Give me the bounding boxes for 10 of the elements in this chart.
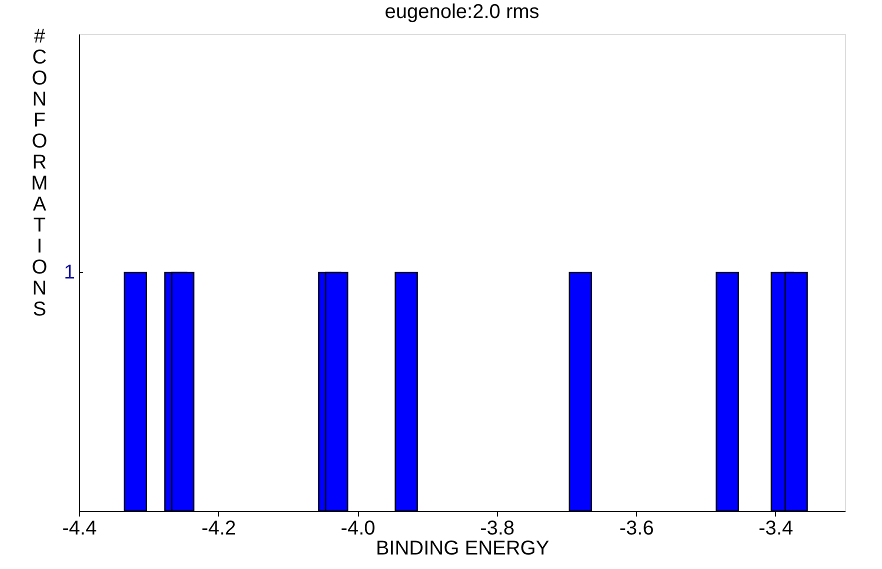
x-tick-label: -4.4: [62, 518, 97, 540]
text: #CONFORMATIONS: [31, 26, 48, 320]
x-tick-label: -3.4: [758, 518, 794, 540]
x-tick-label: -4.0: [340, 518, 376, 540]
x-tick-label: -4.2: [202, 518, 236, 540]
x-tick-label: -3.6: [619, 518, 654, 540]
x-tick-label: -3.8: [480, 518, 515, 540]
text: 1: [64, 262, 75, 284]
chart-title: eugenole:2.0 rms: [384, 1, 540, 23]
x-axis-title: BINDING ENERGY: [376, 538, 550, 560]
